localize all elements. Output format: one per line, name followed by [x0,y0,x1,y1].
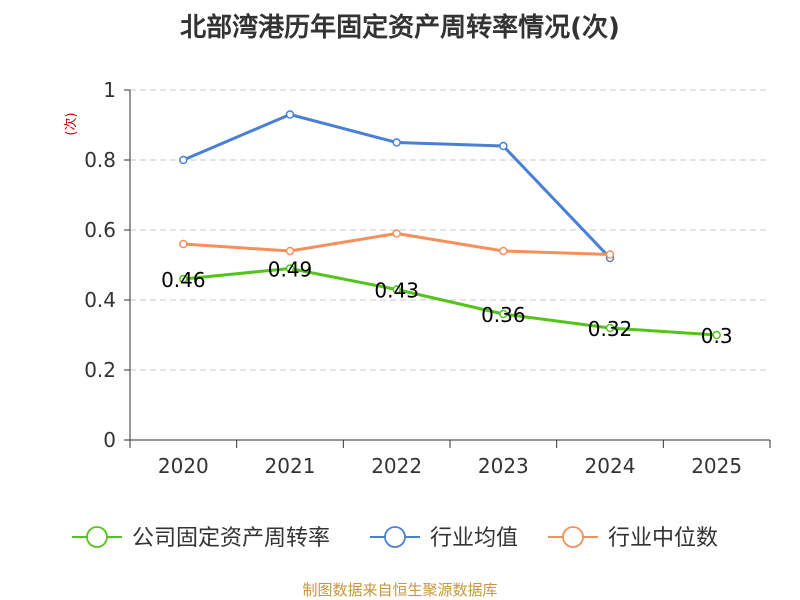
data-point [605,323,615,333]
y-tick-label: 0.2 [84,358,116,382]
data-point [499,309,508,319]
y-tick-label: 0.6 [84,218,116,242]
data-label: 0.46 [161,268,206,292]
data-point [285,246,295,256]
grid-lines [130,89,770,371]
data-point [605,250,615,259]
y-axis-label: (次) [63,112,79,135]
data-point [499,141,508,151]
data-point [712,330,721,340]
legend-label: 行业中位数 [608,526,718,551]
data-label: 0.43 [374,279,419,303]
data-point [179,239,188,249]
legend-item[interactable]: 行业均值 [370,526,518,551]
legend-item[interactable]: 公司固定资产周转率 [72,526,330,551]
legend-label: 行业均值 [430,526,518,551]
data-label: 0.49 [268,258,313,282]
data-point [285,110,295,119]
axes: 0 0.2 0.4 0.6 0.8 1 2020 2021 2022 2023 2024 2025 [84,78,771,478]
x-tick-label: 2020 [158,454,209,478]
y-tick-label: 0.8 [84,148,116,172]
data-label: 0.36 [481,303,526,327]
y-tick-label: 0 [103,428,116,452]
data-point [392,285,401,294]
x-tick-label: 2023 [478,454,529,478]
legend-marker [384,526,406,548]
legend-marker [86,526,108,548]
y-tick-label: 1 [103,78,116,102]
data-point [499,246,508,256]
x-tick-label: 2024 [585,454,636,478]
series-line-0 [183,267,717,337]
series-layer [179,110,721,340]
data-point [179,274,188,284]
data-label: 0.32 [588,317,633,341]
source-note: 制图数据来自恒生聚源数据库 [302,581,497,599]
y-tick-label: 0.4 [84,288,116,312]
chart-title: 北部湾港历年固定资产周转率情况(次) [180,12,620,43]
legend[interactable]: 公司固定资产周转率 行业均值 行业中位数 [72,526,718,551]
data-labels: 0.46 0.49 0.43 0.36 0.32 0.3 [161,258,733,349]
x-tick-label: 2021 [265,454,316,478]
legend-item[interactable]: 行业中位数 [548,526,718,551]
data-point [392,138,401,147]
data-point [392,229,401,238]
x-tick-label: 2025 [691,454,742,478]
data-label: 0.3 [701,324,733,348]
x-tick-label: 2022 [371,454,422,478]
data-point [179,155,188,165]
data-point [285,264,295,273]
legend-marker [562,526,584,548]
legend-label: 公司固定资产周转率 [132,526,330,551]
